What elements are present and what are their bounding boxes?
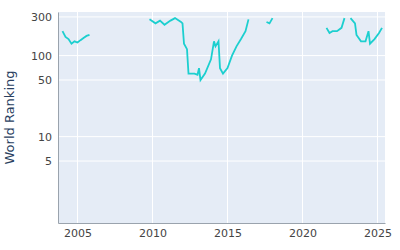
tick: 5 <box>45 155 58 168</box>
y-axis-title: World Ranking <box>2 71 17 165</box>
grid-line-y <box>58 136 385 137</box>
x-axis: 2005 2010 2015 2020 2025 <box>59 223 393 240</box>
grid-line-x <box>302 12 303 223</box>
tick: 2020 <box>289 223 317 240</box>
grid <box>58 12 385 223</box>
axis-line <box>58 13 59 224</box>
tick-label: 300 <box>31 11 52 24</box>
line <box>63 18 383 80</box>
tick-label: 2005 <box>64 227 92 240</box>
tick: 300 <box>31 11 58 24</box>
tick-label: 5 <box>45 155 52 168</box>
tick-label: 2010 <box>139 227 167 240</box>
tick-label: 2015 <box>214 227 242 240</box>
tick-label: 100 <box>31 50 52 63</box>
grid-line-x <box>377 12 378 223</box>
axis-line <box>59 223 386 224</box>
tick: 2015 <box>214 223 242 240</box>
tick: 100 <box>31 50 58 63</box>
grid-line-x <box>227 12 228 223</box>
plot: 2005 2010 2015 2020 2025 5 10 50 100 300 <box>31 11 392 240</box>
tick: 10 <box>38 131 58 144</box>
tick: 50 <box>38 74 58 87</box>
tick-label: 2025 <box>364 227 392 240</box>
grid-line-y <box>58 16 385 17</box>
tick-label: 10 <box>38 131 52 144</box>
chart: 2005 2010 2015 2020 2025 5 10 50 100 300 World Ran… <box>0 0 400 250</box>
data-area <box>63 18 383 80</box>
y-axis: 5 10 50 100 300 <box>31 11 59 224</box>
plot-background <box>58 12 385 223</box>
grid-line-x <box>152 12 153 223</box>
tick: 2010 <box>139 223 167 240</box>
tick: 2005 <box>64 223 92 240</box>
tick-label: 50 <box>38 74 52 87</box>
grid-line-y <box>58 79 385 80</box>
tick: 2025 <box>364 223 392 240</box>
tick-label: 2020 <box>289 227 317 240</box>
grid-line-y <box>58 161 385 162</box>
grid-line-x <box>77 12 78 223</box>
grid-line-y <box>58 55 385 56</box>
